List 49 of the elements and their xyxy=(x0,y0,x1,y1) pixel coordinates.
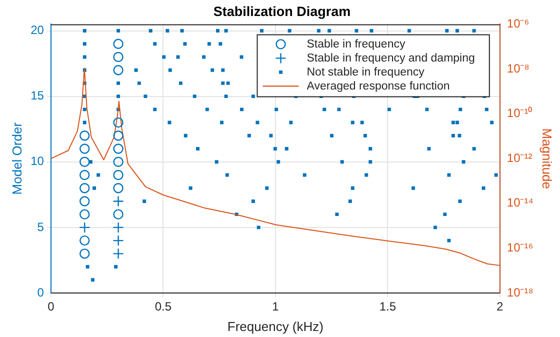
point xyxy=(113,170,124,180)
y2-tick-label: 10⁻¹⁶ xyxy=(506,240,534,255)
point xyxy=(80,196,90,206)
x-tick-label: 1.5 xyxy=(379,300,396,314)
point xyxy=(113,209,124,220)
legend-label: Stable in frequency and damping xyxy=(306,52,475,64)
point xyxy=(112,222,124,234)
point xyxy=(80,130,90,141)
y-tick-label: 5 xyxy=(37,220,44,234)
y-tick-label: 15 xyxy=(30,88,44,103)
legend-label: Not stable in frequency xyxy=(306,66,425,78)
point xyxy=(113,52,124,62)
point xyxy=(79,222,90,234)
point xyxy=(80,170,90,180)
y2-tick-label: 10⁻⁸ xyxy=(506,61,530,76)
y2-tick-label: 10⁻¹⁰ xyxy=(506,106,532,120)
x-tick-label: 0.5 xyxy=(154,300,172,314)
y-axis-title: Model Order xyxy=(9,122,24,195)
point xyxy=(112,234,124,246)
point xyxy=(113,144,124,154)
point xyxy=(113,156,124,167)
point xyxy=(113,183,124,194)
point xyxy=(112,196,124,207)
legend-label: Averaged response function xyxy=(306,80,450,92)
chart-title: Stabilization Diagram xyxy=(213,4,351,19)
point xyxy=(80,248,90,259)
x-tick-label: 0 xyxy=(48,300,55,314)
y2-tick-label: 10⁻⁶ xyxy=(506,16,530,31)
point xyxy=(113,117,124,128)
point xyxy=(113,64,124,76)
point xyxy=(80,156,90,167)
y2-tick-label: 10⁻¹² xyxy=(506,150,532,165)
point xyxy=(80,183,90,194)
y-tick-label: 20 xyxy=(30,23,44,38)
y2-axis-title: Magnitude xyxy=(540,128,555,189)
point xyxy=(80,209,90,220)
y-tick-label: 10 xyxy=(30,154,44,168)
point xyxy=(113,38,124,49)
point xyxy=(113,130,124,141)
x-tick-label: 2 xyxy=(496,300,504,314)
point xyxy=(80,235,90,246)
y2-tick-label: 10⁻¹⁸ xyxy=(506,285,534,300)
x-tick-label: 1 xyxy=(272,300,280,314)
y2-tick-label: 10⁻¹⁴ xyxy=(506,196,534,210)
y-tick-label: 0 xyxy=(37,285,44,300)
x-axis-title: Frequency (kHz) xyxy=(227,318,324,334)
legend-label: Stable in frequency xyxy=(306,38,406,50)
point xyxy=(80,144,90,154)
point xyxy=(112,248,124,260)
